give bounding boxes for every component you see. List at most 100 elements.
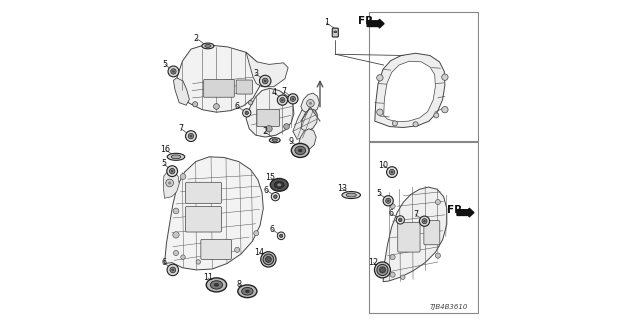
Circle shape xyxy=(180,174,186,180)
Ellipse shape xyxy=(167,153,185,160)
Text: 5: 5 xyxy=(161,159,166,168)
Circle shape xyxy=(288,94,298,104)
Circle shape xyxy=(253,231,259,236)
Text: 10: 10 xyxy=(378,161,388,170)
Circle shape xyxy=(173,232,179,238)
Circle shape xyxy=(168,181,172,185)
Text: 1: 1 xyxy=(324,19,329,28)
Polygon shape xyxy=(375,53,445,127)
Circle shape xyxy=(435,199,440,204)
Circle shape xyxy=(284,124,289,129)
Circle shape xyxy=(380,267,385,273)
Text: FR.: FR. xyxy=(358,16,377,27)
FancyArrow shape xyxy=(367,19,384,28)
Circle shape xyxy=(248,100,253,105)
Ellipse shape xyxy=(272,139,278,141)
FancyBboxPatch shape xyxy=(424,220,440,245)
Circle shape xyxy=(193,102,198,107)
Circle shape xyxy=(264,80,266,82)
Text: 2: 2 xyxy=(262,127,268,136)
Circle shape xyxy=(172,269,174,271)
Ellipse shape xyxy=(334,31,337,33)
Circle shape xyxy=(374,262,390,278)
Circle shape xyxy=(263,254,274,265)
Circle shape xyxy=(399,218,402,222)
Circle shape xyxy=(167,166,177,177)
Circle shape xyxy=(442,74,448,80)
Circle shape xyxy=(401,275,405,279)
Circle shape xyxy=(173,251,179,256)
Ellipse shape xyxy=(270,179,288,191)
Text: 15: 15 xyxy=(266,173,276,182)
Circle shape xyxy=(170,168,175,174)
Circle shape xyxy=(291,96,296,101)
Ellipse shape xyxy=(238,285,257,298)
Circle shape xyxy=(266,125,272,132)
Text: 12: 12 xyxy=(369,258,379,267)
Circle shape xyxy=(390,204,395,209)
Text: 6: 6 xyxy=(269,225,275,234)
Circle shape xyxy=(171,69,176,74)
Circle shape xyxy=(422,219,427,224)
FancyArrow shape xyxy=(457,208,474,217)
Circle shape xyxy=(434,113,439,118)
Circle shape xyxy=(168,66,179,77)
FancyBboxPatch shape xyxy=(186,206,221,232)
Circle shape xyxy=(435,253,440,258)
Text: 7: 7 xyxy=(282,87,287,96)
FancyBboxPatch shape xyxy=(257,109,280,126)
Polygon shape xyxy=(384,61,435,122)
Circle shape xyxy=(292,98,294,100)
Circle shape xyxy=(243,109,251,117)
Circle shape xyxy=(260,252,276,267)
Circle shape xyxy=(390,272,395,277)
Text: 13: 13 xyxy=(337,184,347,193)
Text: TJB4B3610: TJB4B3610 xyxy=(430,304,468,310)
Circle shape xyxy=(235,247,240,252)
Circle shape xyxy=(413,122,418,127)
Text: 6: 6 xyxy=(388,209,393,218)
Ellipse shape xyxy=(291,143,309,157)
Ellipse shape xyxy=(171,155,181,159)
Circle shape xyxy=(171,170,173,172)
Circle shape xyxy=(309,102,312,105)
Circle shape xyxy=(196,260,200,264)
Circle shape xyxy=(387,167,397,178)
Ellipse shape xyxy=(275,181,284,188)
Circle shape xyxy=(424,220,426,222)
Circle shape xyxy=(307,100,314,107)
Circle shape xyxy=(392,121,397,126)
FancyBboxPatch shape xyxy=(204,79,234,97)
Ellipse shape xyxy=(269,138,280,143)
Ellipse shape xyxy=(202,43,214,49)
Circle shape xyxy=(383,196,394,206)
Polygon shape xyxy=(164,157,263,270)
Circle shape xyxy=(173,208,179,214)
Circle shape xyxy=(396,216,404,224)
FancyBboxPatch shape xyxy=(236,80,252,94)
Circle shape xyxy=(172,70,175,73)
Ellipse shape xyxy=(205,44,211,47)
Ellipse shape xyxy=(295,146,305,155)
Text: 11: 11 xyxy=(203,273,213,282)
Circle shape xyxy=(280,98,285,103)
Text: 5: 5 xyxy=(163,60,168,69)
Circle shape xyxy=(391,171,393,173)
Circle shape xyxy=(190,135,192,137)
Circle shape xyxy=(262,78,268,84)
Ellipse shape xyxy=(245,290,250,293)
FancyBboxPatch shape xyxy=(186,182,221,203)
Ellipse shape xyxy=(298,149,303,152)
Text: 7: 7 xyxy=(179,124,184,133)
Circle shape xyxy=(419,216,429,226)
Text: 6: 6 xyxy=(235,102,239,111)
Ellipse shape xyxy=(342,192,360,198)
Circle shape xyxy=(389,169,395,175)
FancyBboxPatch shape xyxy=(201,239,232,260)
Text: FR.: FR. xyxy=(447,205,467,215)
Circle shape xyxy=(271,193,280,201)
Polygon shape xyxy=(246,88,294,137)
Text: 4: 4 xyxy=(271,88,276,97)
Polygon shape xyxy=(383,187,447,282)
Ellipse shape xyxy=(211,281,223,289)
